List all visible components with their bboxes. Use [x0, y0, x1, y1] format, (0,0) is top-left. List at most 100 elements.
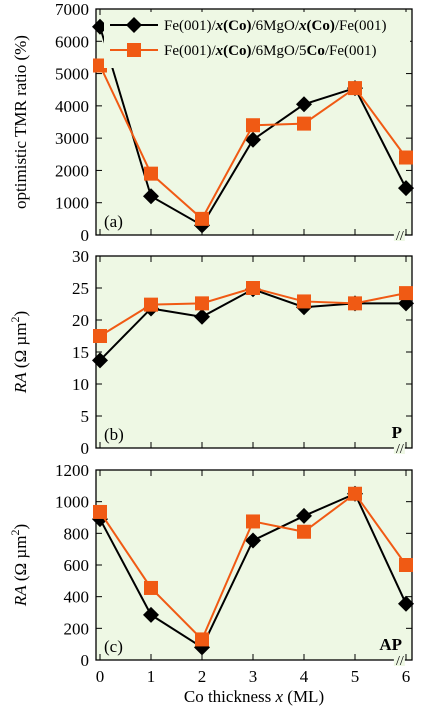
legend-entry: Fe(001)/x(Co)/6MgO/x(Co)/Fe(001)	[110, 17, 387, 34]
data-point	[144, 297, 158, 312]
label-part: x	[215, 43, 224, 59]
data-point	[143, 606, 159, 623]
label-part: (Co)	[307, 18, 335, 34]
legend-marker	[126, 17, 142, 33]
y-tick-label: 30	[72, 247, 89, 266]
data-point	[93, 58, 107, 73]
data-point	[348, 486, 362, 501]
label-part: 2	[8, 530, 22, 536]
label-part: (Ω µm	[11, 536, 30, 586]
panel-tag: (a)	[104, 212, 123, 231]
panel-corner-label: AP	[379, 635, 402, 654]
data-point	[398, 180, 414, 197]
y-tick-label: 0	[81, 439, 90, 458]
y-tick-label: 6000	[55, 32, 89, 51]
label-part: )	[11, 311, 30, 317]
y-tick-label: 0	[81, 651, 90, 670]
y-tick-label: 2000	[55, 161, 89, 180]
series-asymmetric	[93, 486, 413, 647]
data-point	[245, 532, 261, 549]
y-tick-label: 1000	[55, 194, 89, 213]
label-part: Co	[307, 43, 325, 59]
label-part: Co thickness	[184, 687, 276, 706]
y-tick-label: 1000	[55, 493, 89, 512]
data-point	[93, 329, 107, 343]
axis-break-mark: //	[396, 442, 404, 457]
axis-break-mark: //	[396, 654, 404, 669]
plot-area	[95, 469, 413, 661]
data-point	[398, 595, 414, 612]
y-axis-label: RA (Ω µm2)	[8, 311, 30, 394]
x-tick-label: 6	[402, 667, 411, 686]
legend: Fe(001)/x(Co)/6MgO/x(Co)/Fe(001)Fe(001)/…	[104, 12, 410, 68]
axis-break-gap	[393, 229, 405, 241]
data-point	[92, 352, 108, 369]
data-point	[144, 166, 158, 181]
y-tick-label: 800	[64, 524, 90, 543]
y-tick-label: 1200	[55, 461, 89, 480]
panel-c: 0 200 400 600 800 1000 1200 0 1 2 3 4 5 6// (c) AP RA (Ω…	[8, 461, 414, 686]
data-point	[399, 558, 413, 572]
data-point	[348, 81, 362, 96]
axis-break-gap	[393, 654, 405, 666]
y-tick-label: 0	[81, 226, 90, 245]
data-point	[143, 188, 159, 205]
y-tick-label: 15	[72, 343, 89, 362]
data-point	[245, 131, 261, 148]
data-point	[195, 296, 209, 311]
y-tick-label: 10	[72, 375, 89, 394]
y-tick-label: 5000	[55, 65, 89, 84]
data-point	[92, 511, 108, 528]
data-point	[194, 308, 210, 325]
legend-label: Fe(001)/x(Co)/6MgO/5Co/Fe(001)	[164, 43, 377, 59]
data-point	[296, 507, 312, 524]
data-point	[348, 296, 362, 311]
data-point	[399, 150, 413, 165]
y-tick-label: 5	[81, 407, 90, 426]
y-tick-label: 600	[64, 556, 90, 575]
y-tick-label: 200	[64, 619, 90, 638]
y-tick-label: 400	[64, 588, 90, 607]
x-tick-label: 4	[300, 667, 309, 686]
label-part: (Ω µm	[11, 323, 30, 373]
label-part: (Co)	[223, 43, 251, 59]
legend-marker	[127, 43, 141, 57]
label-part: RA	[11, 585, 30, 607]
label-part: (ML)	[283, 687, 324, 706]
y-axis-label: optimistic TMR ratio (%)	[11, 35, 30, 209]
y-tick-label: 7000	[55, 0, 89, 19]
x-axis-label: Co thickness x (ML)	[184, 687, 324, 706]
data-point	[93, 504, 107, 519]
label-part: Fe(001)/	[164, 43, 216, 59]
label-part: x	[215, 18, 224, 34]
x-tick-label: 5	[351, 667, 360, 686]
axis-break-gap	[393, 442, 405, 454]
data-point	[297, 524, 311, 539]
label-part: x	[274, 687, 283, 706]
legend-entry: Fe(001)/x(Co)/6MgO/5Co/Fe(001)	[110, 43, 377, 59]
data-point	[296, 96, 312, 113]
y-tick-label: 20	[72, 311, 89, 330]
panel-tag: (b)	[104, 425, 124, 444]
data-point	[297, 294, 311, 309]
label-part: /6MgO/5	[252, 43, 307, 59]
data-point	[399, 286, 413, 301]
axis-break-mark: //	[396, 229, 404, 244]
legend-label: Fe(001)/x(Co)/6MgO/x(Co)/Fe(001)	[164, 18, 387, 34]
legend-box	[104, 12, 410, 68]
label-part: optimistic TMR ratio (%)	[11, 35, 30, 209]
y-tick-label: 25	[72, 279, 89, 298]
panel-b: 0 5 10 15 20 25 30 // (b) P RA (Ω µm2)	[8, 247, 414, 458]
data-point	[246, 281, 260, 295]
panel-corner-label: P	[392, 423, 402, 442]
series-asymmetric	[93, 58, 413, 226]
label-part: 2	[8, 317, 22, 323]
data-point	[195, 211, 209, 226]
label-part: /Fe(001)	[325, 43, 377, 59]
x-tick-label: 1	[147, 667, 156, 686]
data-point	[144, 580, 158, 595]
label-part: /6MgO/	[252, 18, 300, 34]
y-tick-label: 3000	[55, 129, 89, 148]
data-point	[246, 118, 260, 133]
